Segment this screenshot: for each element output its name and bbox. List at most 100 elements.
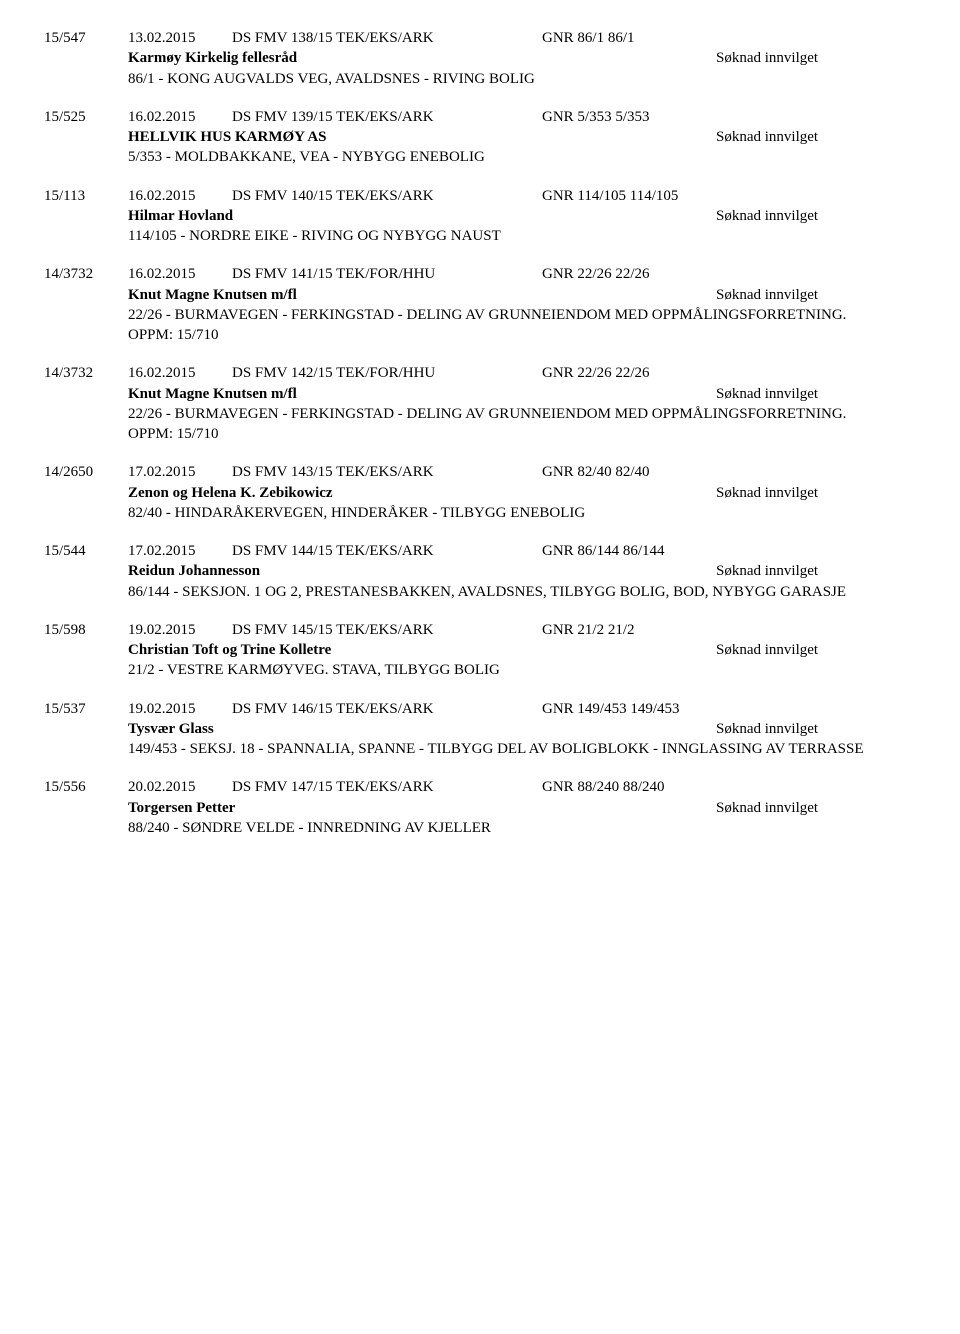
document-id: DS FMV 143/15 TEK/EKS/ARK: [232, 462, 542, 482]
case-entry: 15/525 16.02.2015 DS FMV 139/15 TEK/EKS/…: [44, 107, 916, 168]
applicant-name: Christian Toft og Trine Kolletre: [128, 640, 716, 660]
case-number: 15/525: [44, 107, 128, 127]
case-date: 19.02.2015: [128, 620, 232, 640]
application-status: Søknad innvilget: [716, 483, 916, 503]
case-date: 19.02.2015: [128, 699, 232, 719]
case-description: 22/26 - BURMAVEGEN - FERKINGSTAD - DELIN…: [44, 404, 868, 445]
applicant-row: HELLVIK HUS KARMØY AS Søknad innvilget: [44, 127, 916, 147]
document-id: DS FMV 142/15 TEK/FOR/HHU: [232, 363, 542, 383]
case-description: 149/453 - SEKSJ. 18 - SPANNALIA, SPANNE …: [44, 739, 868, 759]
case-header-row: 15/113 16.02.2015 DS FMV 140/15 TEK/EKS/…: [44, 186, 916, 206]
gnr-reference: GNR 21/2 21/2: [542, 620, 916, 640]
applicant-row: Karmøy Kirkelig fellesråd Søknad innvilg…: [44, 48, 916, 68]
case-entry: 15/537 19.02.2015 DS FMV 146/15 TEK/EKS/…: [44, 699, 916, 760]
case-date: 20.02.2015: [128, 777, 232, 797]
document-id: DS FMV 138/15 TEK/EKS/ARK: [232, 28, 542, 48]
case-entry: 15/556 20.02.2015 DS FMV 147/15 TEK/EKS/…: [44, 777, 916, 838]
gnr-reference: GNR 22/26 22/26: [542, 363, 916, 383]
application-status: Søknad innvilget: [716, 48, 916, 68]
applicant-row: Torgersen Petter Søknad innvilget: [44, 798, 916, 818]
applicant-name: Reidun Johannesson: [128, 561, 716, 581]
case-header-row: 15/598 19.02.2015 DS FMV 145/15 TEK/EKS/…: [44, 620, 916, 640]
case-number: 15/544: [44, 541, 128, 561]
applicant-name: HELLVIK HUS KARMØY AS: [128, 127, 716, 147]
gnr-reference: GNR 86/1 86/1: [542, 28, 916, 48]
applicant-name: Torgersen Petter: [128, 798, 716, 818]
gnr-reference: GNR 114/105 114/105: [542, 186, 916, 206]
case-header-row: 15/525 16.02.2015 DS FMV 139/15 TEK/EKS/…: [44, 107, 916, 127]
case-entry: 15/544 17.02.2015 DS FMV 144/15 TEK/EKS/…: [44, 541, 916, 602]
case-number: 15/113: [44, 186, 128, 206]
application-status: Søknad innvilget: [716, 206, 916, 226]
case-header-row: 14/3732 16.02.2015 DS FMV 141/15 TEK/FOR…: [44, 264, 916, 284]
case-list: 15/547 13.02.2015 DS FMV 138/15 TEK/EKS/…: [44, 28, 916, 838]
document-id: DS FMV 145/15 TEK/EKS/ARK: [232, 620, 542, 640]
applicant-name: Knut Magne Knutsen m/fl: [128, 285, 716, 305]
case-entry: 14/3732 16.02.2015 DS FMV 142/15 TEK/FOR…: [44, 363, 916, 444]
case-date: 13.02.2015: [128, 28, 232, 48]
case-header-row: 15/556 20.02.2015 DS FMV 147/15 TEK/EKS/…: [44, 777, 916, 797]
case-description: 86/1 - KONG AUGVALDS VEG, AVALDSNES - RI…: [44, 69, 868, 89]
case-header-row: 15/547 13.02.2015 DS FMV 138/15 TEK/EKS/…: [44, 28, 916, 48]
case-entry: 14/3732 16.02.2015 DS FMV 141/15 TEK/FOR…: [44, 264, 916, 345]
applicant-name: Karmøy Kirkelig fellesråd: [128, 48, 716, 68]
gnr-reference: GNR 82/40 82/40: [542, 462, 916, 482]
case-header-row: 14/2650 17.02.2015 DS FMV 143/15 TEK/EKS…: [44, 462, 916, 482]
case-description: 82/40 - HINDARÅKERVEGEN, HINDERÅKER - TI…: [44, 503, 868, 523]
case-header-row: 14/3732 16.02.2015 DS FMV 142/15 TEK/FOR…: [44, 363, 916, 383]
gnr-reference: GNR 88/240 88/240: [542, 777, 916, 797]
case-header-row: 15/544 17.02.2015 DS FMV 144/15 TEK/EKS/…: [44, 541, 916, 561]
applicant-row: Tysvær Glass Søknad innvilget: [44, 719, 916, 739]
case-date: 17.02.2015: [128, 462, 232, 482]
applicant-row: Knut Magne Knutsen m/fl Søknad innvilget: [44, 384, 916, 404]
applicant-name: Knut Magne Knutsen m/fl: [128, 384, 716, 404]
applicant-row: Hilmar Hovland Søknad innvilget: [44, 206, 916, 226]
gnr-reference: GNR 5/353 5/353: [542, 107, 916, 127]
applicant-name: Zenon og Helena K. Zebikowicz: [128, 483, 716, 503]
document-id: DS FMV 146/15 TEK/EKS/ARK: [232, 699, 542, 719]
case-number: 15/556: [44, 777, 128, 797]
case-date: 16.02.2015: [128, 107, 232, 127]
applicant-row: Reidun Johannesson Søknad innvilget: [44, 561, 916, 581]
case-description: 5/353 - MOLDBAKKANE, VEA - NYBYGG ENEBOL…: [44, 147, 868, 167]
case-number: 15/537: [44, 699, 128, 719]
document-id: DS FMV 147/15 TEK/EKS/ARK: [232, 777, 542, 797]
case-date: 16.02.2015: [128, 186, 232, 206]
gnr-reference: GNR 149/453 149/453: [542, 699, 916, 719]
case-date: 17.02.2015: [128, 541, 232, 561]
application-status: Søknad innvilget: [716, 384, 916, 404]
applicant-row: Knut Magne Knutsen m/fl Søknad innvilget: [44, 285, 916, 305]
application-status: Søknad innvilget: [716, 719, 916, 739]
applicant-row: Christian Toft og Trine Kolletre Søknad …: [44, 640, 916, 660]
application-status: Søknad innvilget: [716, 561, 916, 581]
case-number: 15/547: [44, 28, 128, 48]
case-number: 15/598: [44, 620, 128, 640]
case-number: 14/3732: [44, 264, 128, 284]
document-id: DS FMV 144/15 TEK/EKS/ARK: [232, 541, 542, 561]
case-entry: 14/2650 17.02.2015 DS FMV 143/15 TEK/EKS…: [44, 462, 916, 523]
case-entry: 15/113 16.02.2015 DS FMV 140/15 TEK/EKS/…: [44, 186, 916, 247]
case-entry: 15/547 13.02.2015 DS FMV 138/15 TEK/EKS/…: [44, 28, 916, 89]
case-description: 22/26 - BURMAVEGEN - FERKINGSTAD - DELIN…: [44, 305, 868, 346]
case-date: 16.02.2015: [128, 363, 232, 383]
applicant-name: Hilmar Hovland: [128, 206, 716, 226]
application-status: Søknad innvilget: [716, 798, 916, 818]
case-header-row: 15/537 19.02.2015 DS FMV 146/15 TEK/EKS/…: [44, 699, 916, 719]
case-description: 21/2 - VESTRE KARMØYVEG. STAVA, TILBYGG …: [44, 660, 868, 680]
case-description: 88/240 - SØNDRE VELDE - INNREDNING AV KJ…: [44, 818, 868, 838]
case-number: 14/2650: [44, 462, 128, 482]
applicant-row: Zenon og Helena K. Zebikowicz Søknad inn…: [44, 483, 916, 503]
case-description: 114/105 - NORDRE EIKE - RIVING OG NYBYGG…: [44, 226, 868, 246]
case-description: 86/144 - SEKSJON. 1 OG 2, PRESTANESBAKKE…: [44, 582, 868, 602]
document-id: DS FMV 141/15 TEK/FOR/HHU: [232, 264, 542, 284]
case-number: 14/3732: [44, 363, 128, 383]
document-id: DS FMV 140/15 TEK/EKS/ARK: [232, 186, 542, 206]
gnr-reference: GNR 86/144 86/144: [542, 541, 916, 561]
case-entry: 15/598 19.02.2015 DS FMV 145/15 TEK/EKS/…: [44, 620, 916, 681]
applicant-name: Tysvær Glass: [128, 719, 716, 739]
application-status: Søknad innvilget: [716, 285, 916, 305]
case-date: 16.02.2015: [128, 264, 232, 284]
application-status: Søknad innvilget: [716, 640, 916, 660]
document-id: DS FMV 139/15 TEK/EKS/ARK: [232, 107, 542, 127]
gnr-reference: GNR 22/26 22/26: [542, 264, 916, 284]
